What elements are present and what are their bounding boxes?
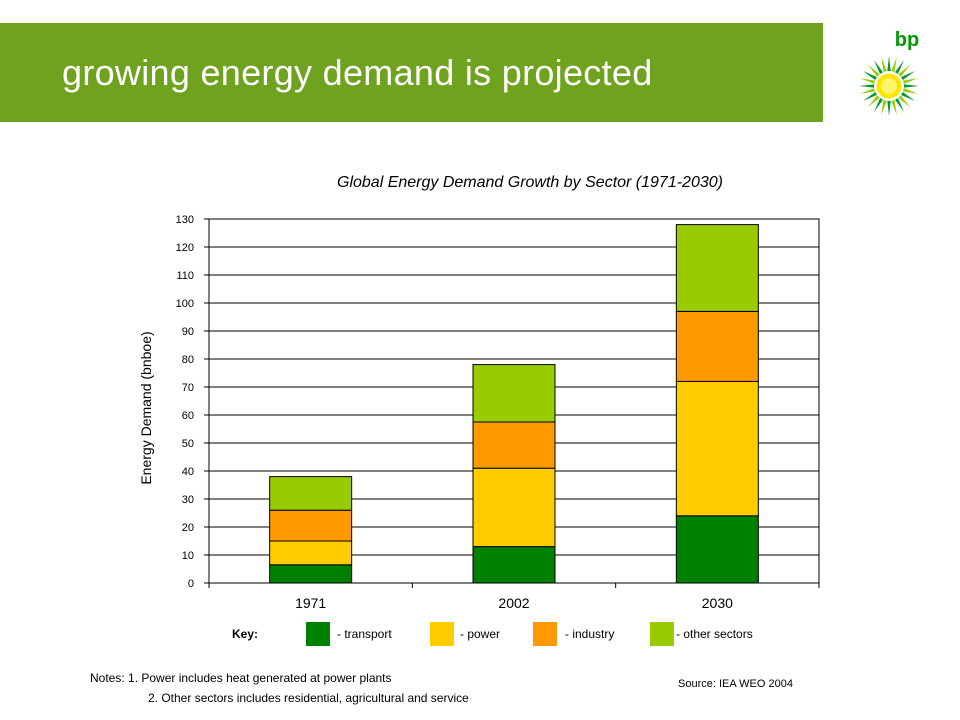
key-swatch-industry (533, 622, 557, 646)
key-swatch-other-sectors (650, 622, 674, 646)
y-tick-label: 100 (176, 298, 194, 310)
bar-1971-industry (269, 509, 353, 542)
x-tick-label: 2030 (702, 595, 733, 611)
bar-2030-power (675, 380, 759, 517)
y-tick-label: 50 (182, 438, 194, 450)
y-tick-label: 30 (182, 494, 194, 506)
bar-2002-other-sectors (472, 364, 556, 423)
key-swatch-power (430, 622, 454, 646)
bar-1971-transport (269, 564, 353, 584)
source-note: Source: IEA WEO 2004 (678, 678, 793, 690)
y-tick-label: 90 (182, 326, 194, 338)
key-label-transport: - transport (337, 627, 392, 641)
key-title: Key: (232, 627, 259, 641)
y-tick-label: 80 (182, 354, 194, 366)
header-bar (0, 23, 823, 122)
x-tick-label: 2002 (498, 595, 529, 611)
bar-1971-power (269, 540, 353, 566)
bar-2002-industry (472, 421, 556, 469)
bar-2030-other-sectors (675, 224, 759, 312)
y-tick-label: 60 (182, 410, 194, 422)
key-label-other-sectors: - other sectors (676, 627, 753, 641)
y-tick-label: 0 (188, 578, 194, 590)
y-tick-label: 130 (176, 214, 194, 226)
bar-2030-transport (675, 515, 759, 584)
key-label-power: - power (460, 627, 501, 641)
y-tick-label: 20 (182, 522, 194, 534)
key-label-industry: - industry (565, 627, 615, 641)
y-tick-label: 110 (176, 270, 194, 282)
y-tick-label: 40 (182, 466, 194, 478)
y-tick-label: 120 (176, 242, 194, 254)
y-tick-label: 70 (182, 382, 194, 394)
y-tick-label: 10 (182, 550, 194, 562)
notes-line-2: 2. Other sectors includes residential, a… (148, 691, 469, 705)
x-tick-label: 1971 (295, 595, 326, 611)
bar-1971-other-sectors (269, 476, 353, 511)
bar-2002-transport (472, 546, 556, 584)
logo-text: bp (895, 29, 919, 51)
chart-title: Global Energy Demand Growth by Sector (1… (337, 174, 723, 191)
bp-logo: bp (851, 28, 931, 122)
bar-2002-power (472, 467, 556, 548)
notes-line-1: Notes: 1. Power includes heat generated … (90, 671, 392, 685)
bp-helios-icon: bp (859, 29, 919, 116)
bar-2030-industry (675, 310, 759, 382)
page-title: growing energy demand is projected (62, 52, 653, 93)
key-swatch-transport (306, 622, 330, 646)
